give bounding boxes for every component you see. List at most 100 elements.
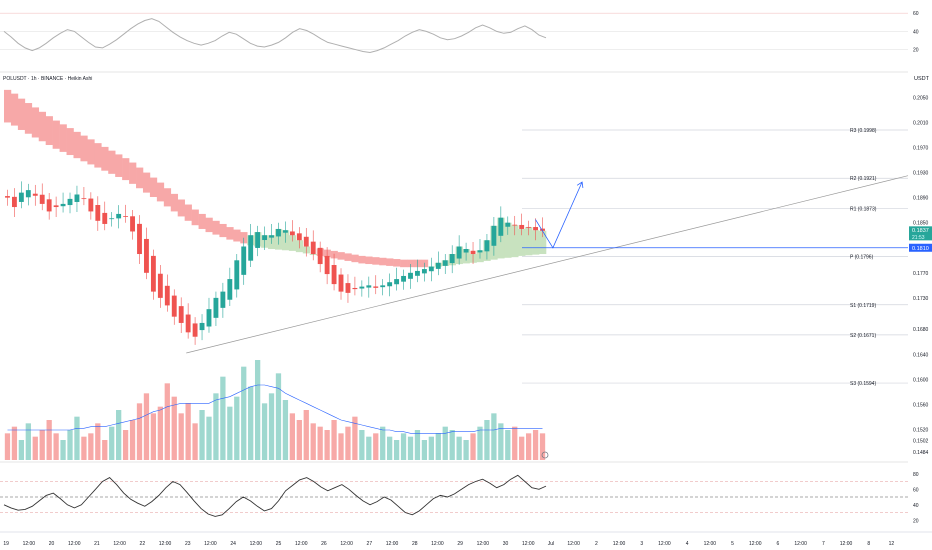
volume-bar xyxy=(352,416,358,460)
top-tick-label: 20 xyxy=(913,48,919,54)
moving-average-segment xyxy=(504,222,512,258)
moving-average-segment xyxy=(142,172,151,193)
moving-average-segment xyxy=(518,228,526,256)
volume-bar xyxy=(95,423,101,460)
candle-body xyxy=(352,287,358,290)
volume-bar xyxy=(39,430,45,460)
candle-body xyxy=(359,286,365,289)
volume-bar xyxy=(199,410,205,460)
volume-bar xyxy=(400,433,407,460)
candle-body xyxy=(366,285,372,288)
volume-bar xyxy=(178,413,184,460)
time-axis[interactable]: 19 12:00 20 12:00 21 12:00 22 12:00 23 12:00 24 12:… xyxy=(3,541,894,547)
svg-text:0.1810: 0.1810 xyxy=(912,246,929,252)
candle-body xyxy=(157,273,163,298)
time-tick-label: 12:00 xyxy=(749,541,762,547)
volume-bar xyxy=(414,430,421,460)
volume-bar xyxy=(393,440,400,460)
time-tick-label: 27 xyxy=(367,541,373,547)
volume-bar xyxy=(60,440,66,460)
pivot-label: S3 (0.1594) xyxy=(850,381,876,387)
volume-bar xyxy=(484,420,490,460)
candle-body xyxy=(144,238,149,273)
volume-bar xyxy=(11,426,18,460)
candle-body xyxy=(428,266,434,272)
candle-body xyxy=(95,204,101,221)
time-tick-label: 26 xyxy=(321,541,327,547)
price-tick-label: 0.1484 xyxy=(913,450,929,456)
pivot-label: R1 (0.1873) xyxy=(850,206,877,212)
candle-body xyxy=(484,240,490,252)
candle-body xyxy=(248,235,254,261)
time-tick-label: 22 xyxy=(140,541,146,547)
pivot-label: R3 (0.1998) xyxy=(850,128,877,134)
top-indicator-pane: 60 40 20 xyxy=(0,11,919,54)
candle-body xyxy=(123,216,129,217)
time-tick-label: 12:00 xyxy=(159,541,172,547)
candle-body xyxy=(18,192,24,202)
time-tick-label: 12:00 xyxy=(295,541,308,547)
price-tick-label: 0.1640 xyxy=(913,352,929,358)
moving-average-segment xyxy=(149,177,158,198)
moving-average-segment xyxy=(386,258,394,266)
trendline xyxy=(186,175,909,354)
svg-text:0.1837: 0.1837 xyxy=(912,228,929,234)
candle-body xyxy=(74,194,80,202)
moving-average-segment xyxy=(177,199,185,217)
volume-bar xyxy=(519,436,525,460)
volume-bar xyxy=(164,383,170,460)
price-tick-label: 0.1502 xyxy=(913,439,929,445)
time-tick-label: 12:00 xyxy=(567,541,580,547)
moving-average-segment xyxy=(80,135,88,162)
time-tick-label: 12:00 xyxy=(23,541,36,547)
moving-average-segment xyxy=(115,154,123,177)
volume-bar xyxy=(74,416,80,460)
candle-body xyxy=(505,222,511,227)
moving-average-segment xyxy=(108,150,116,174)
moving-average-segment xyxy=(372,257,380,265)
price-tick-label: 0.2010 xyxy=(913,120,929,126)
settings-icon[interactable] xyxy=(541,451,549,459)
volume-bar xyxy=(331,420,337,460)
volume-bar xyxy=(157,406,163,460)
candle-body xyxy=(46,199,52,212)
volume-bar xyxy=(539,433,546,460)
volume-bar xyxy=(213,393,219,460)
moving-average-segment xyxy=(365,256,373,265)
moving-average-segment xyxy=(31,107,40,138)
candle-body xyxy=(276,228,281,237)
price-tick-label: 0.1680 xyxy=(913,327,929,333)
volume-bar xyxy=(25,423,31,460)
moving-average-segment xyxy=(539,230,547,255)
candle-body xyxy=(60,203,66,207)
candle-body xyxy=(199,322,205,331)
volume-bar xyxy=(32,436,38,460)
volume-bar xyxy=(102,440,108,460)
price-pane[interactable]: R3 (0.1998) R2 (0.1921) R1 (0.1873) P (0.17… xyxy=(4,89,909,460)
candle-body xyxy=(5,196,10,198)
moving-average-segment xyxy=(198,213,206,229)
pivot-label: S1 (0.1719) xyxy=(850,303,876,309)
volume-bar xyxy=(442,426,448,460)
time-tick-label: 12:00 xyxy=(794,541,807,547)
moving-average-segment xyxy=(10,93,19,126)
time-tick-label: 19 xyxy=(3,541,9,547)
moving-average-segment xyxy=(38,111,46,142)
time-tick-label: 8 xyxy=(867,541,870,547)
candle-body xyxy=(317,247,323,265)
moving-average-segment xyxy=(24,103,33,134)
time-tick-label: 30 xyxy=(503,541,509,547)
time-tick-label: 7 xyxy=(822,541,825,547)
volume-bar xyxy=(505,430,511,460)
time-tick-label: 21 xyxy=(94,541,100,547)
volume-bar xyxy=(227,406,233,460)
moving-average-segment xyxy=(407,259,415,268)
moving-average-segment xyxy=(170,193,179,212)
volume-bar xyxy=(407,436,414,460)
time-tick-label: 12:00 xyxy=(68,541,81,547)
moving-average-segment xyxy=(94,143,102,168)
candle-body xyxy=(206,309,212,327)
candle-body xyxy=(192,323,198,337)
currency-label: USDT xyxy=(914,76,930,82)
